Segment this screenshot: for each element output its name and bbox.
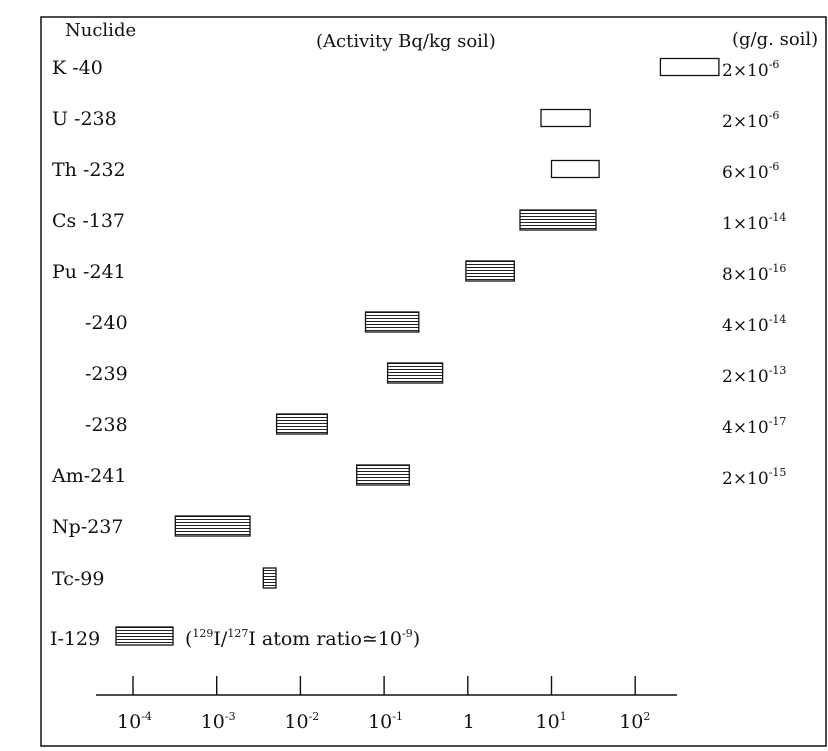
nuclide-label: -240	[85, 312, 128, 334]
nuclide-column-header: Nuclide	[65, 20, 136, 41]
x-tick-label: 10-4	[117, 710, 152, 733]
activity-range-bar	[465, 260, 515, 282]
activity-range-bar	[356, 464, 410, 486]
activity-range-bar	[262, 567, 277, 589]
concentration-value-exponent: -16	[769, 262, 787, 275]
concentration-value: 8×10-16	[722, 262, 786, 285]
x-tick-label-base: 10	[619, 711, 643, 733]
x-tick-label-base: 1	[463, 711, 475, 733]
activity-range-bar	[275, 413, 328, 435]
concentration-value-base: 4×10	[722, 316, 769, 336]
nuclide-label: Am-241	[51, 465, 126, 487]
concentration-value-base: 2×10	[722, 367, 769, 387]
atom-ratio-note-part: )	[413, 628, 420, 650]
concentration-value-base: 4×10	[722, 418, 769, 438]
nuclide-label: Pu -241	[52, 261, 126, 283]
concentration-value-base: 6×10	[722, 163, 769, 183]
nuclide-label: -239	[85, 363, 128, 385]
x-tick-label-base: 10	[536, 711, 560, 733]
x-tick-label: 10-2	[284, 710, 319, 733]
x-tick-label-exponent: 1	[560, 710, 567, 723]
x-tick-label-exponent: -2	[309, 710, 320, 723]
concentration-column-header: (g/g. soil)	[732, 29, 818, 50]
x-tick-label: 101	[536, 710, 567, 733]
concentration-value: 4×10-17	[722, 415, 786, 438]
concentration-value: 4×10-14	[722, 313, 786, 336]
nuclide-label: Cs -137	[52, 210, 125, 232]
x-tick-label-base: 10	[201, 711, 225, 733]
x-tick-label: 10-3	[201, 710, 236, 733]
x-tick-label-exponent: -1	[392, 710, 403, 723]
concentration-value: 2×10-13	[722, 364, 786, 387]
atom-ratio-note-part: 127	[227, 627, 248, 640]
activity-range-bar	[540, 108, 591, 128]
atom-ratio-note-part: 129	[192, 627, 213, 640]
x-tick-label-base: 10	[117, 711, 141, 733]
concentration-value: 6×10-6	[722, 160, 779, 183]
x-tick-label: 10-1	[368, 710, 403, 733]
concentration-value: 2×10-6	[722, 109, 779, 132]
concentration-value-exponent: -6	[769, 109, 780, 122]
atom-ratio-note: (129I/127I atom ratio≃10-9)	[185, 627, 420, 650]
nuclide-label: Np-237	[52, 516, 123, 538]
activity-range-bar	[659, 57, 720, 77]
x-tick-label-base: 10	[368, 711, 392, 733]
concentration-value-base: 1×10	[722, 214, 769, 234]
nuclide-label: U -238	[52, 108, 117, 130]
concentration-value-base: 8×10	[722, 265, 769, 285]
i129-range-bar	[115, 626, 174, 646]
nuclide-label: K -40	[52, 57, 103, 79]
concentration-value: 2×10-15	[722, 466, 786, 489]
nuclide-label: Th -232	[52, 159, 126, 181]
x-tick-label-exponent: 2	[643, 710, 650, 723]
activity-range-bar	[550, 159, 600, 179]
concentration-value-base: 2×10	[722, 61, 769, 81]
concentration-value-base: 2×10	[722, 112, 769, 132]
atom-ratio-note-part: -9	[402, 627, 413, 640]
concentration-value-exponent: -6	[769, 58, 780, 71]
nuclide-label: -238	[85, 414, 128, 436]
concentration-value-exponent: -14	[769, 313, 787, 326]
x-tick-label: 1	[463, 711, 475, 733]
concentration-value-base: 2×10	[722, 469, 769, 489]
nuclide-rows: K -40 2×10-6U -238 2×10-6Th -232 6×10-6Cs -…	[51, 57, 786, 590]
x-axis-ticks: 10-4 10-3 10-2 10-1 1 101 102	[117, 676, 650, 733]
atom-ratio-note-part: (	[185, 628, 192, 650]
activity-range-bar	[519, 209, 597, 231]
i129-row: I-129 (129I/127I atom ratio≃10-9)	[50, 626, 420, 650]
activity-range-bar	[364, 311, 420, 333]
nuclide-label: I-129	[50, 628, 100, 650]
x-tick-label: 102	[619, 710, 650, 733]
concentration-value-exponent: -6	[769, 160, 780, 173]
concentration-value-exponent: -15	[769, 466, 787, 479]
concentration-value-exponent: -14	[769, 211, 787, 224]
concentration-value: 1×10-14	[722, 211, 786, 234]
atom-ratio-note-part: I/	[213, 628, 228, 650]
concentration-value-exponent: -17	[769, 415, 787, 428]
x-tick-label-exponent: -3	[225, 710, 236, 723]
activity-column-header: (Activity Bq/kg soil)	[316, 31, 496, 52]
x-tick-label-base: 10	[284, 711, 308, 733]
activity-range-bar	[386, 362, 444, 384]
atom-ratio-note-part: I atom ratio≃10	[248, 628, 402, 650]
activity-range-bar	[174, 515, 251, 537]
concentration-value: 2×10-6	[722, 58, 779, 81]
concentration-value-exponent: -13	[769, 364, 787, 377]
chart-frame	[40, 16, 827, 747]
nuclide-label: Tc-99	[52, 568, 104, 590]
x-tick-label-exponent: -4	[141, 710, 152, 723]
